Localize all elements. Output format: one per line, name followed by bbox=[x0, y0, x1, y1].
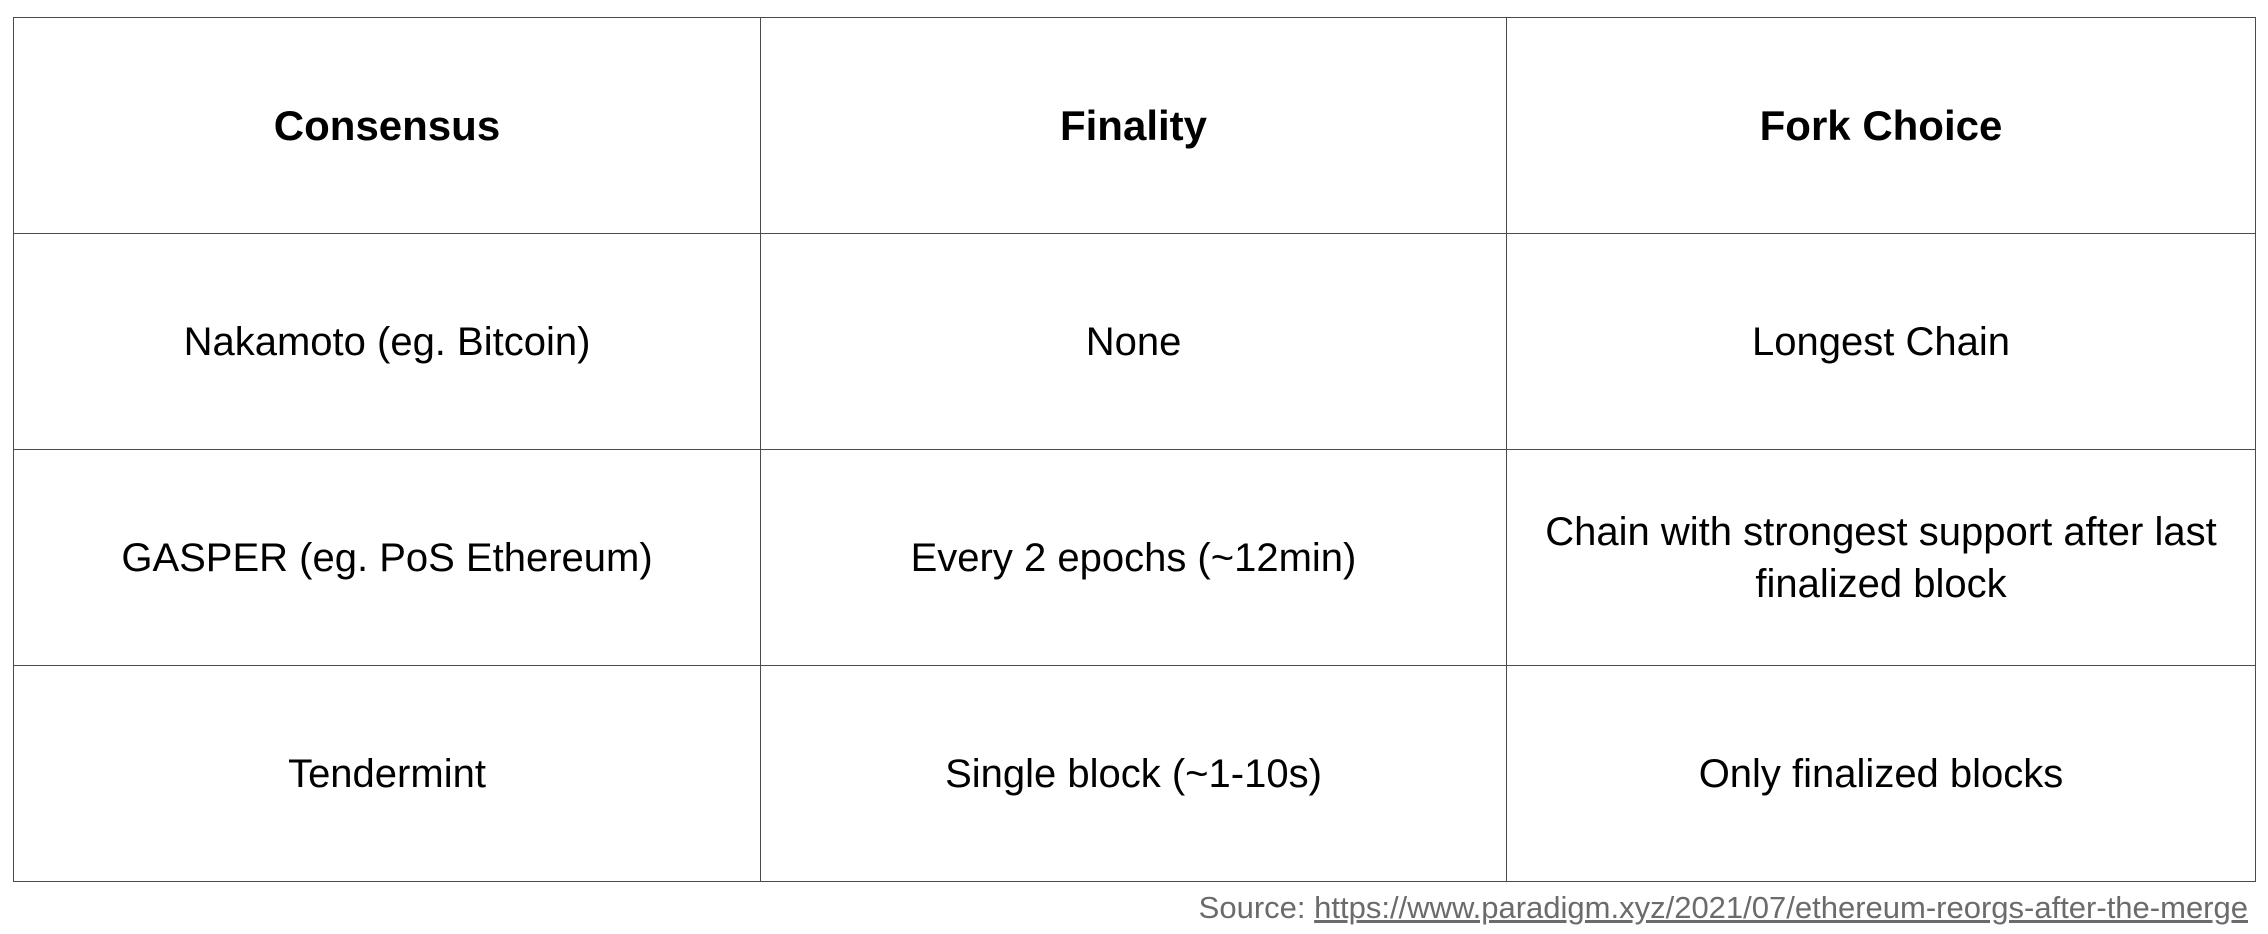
cell-consensus: GASPER (eg. PoS Ethereum) bbox=[13, 449, 761, 666]
cell-fork-choice: Only finalized blocks bbox=[1506, 665, 2256, 882]
cell-finality: Every 2 epochs (~12min) bbox=[760, 449, 1507, 666]
table-row: Tendermint Single block (~1-10s) Only fi… bbox=[13, 665, 2256, 882]
source-link[interactable]: https://www.paradigm.xyz/2021/07/ethereu… bbox=[1314, 890, 2248, 925]
source-citation: Source: https://www.paradigm.xyz/2021/07… bbox=[1199, 890, 2248, 926]
consensus-comparison-table: Consensus Finality Fork Choice Nakamoto … bbox=[13, 17, 2256, 882]
header-consensus: Consensus bbox=[13, 17, 761, 234]
table-row: GASPER (eg. PoS Ethereum) Every 2 epochs… bbox=[13, 449, 2256, 666]
cell-consensus: Tendermint bbox=[13, 665, 761, 882]
table-header-row: Consensus Finality Fork Choice bbox=[13, 17, 2256, 234]
source-prefix: Source: bbox=[1198, 890, 1315, 925]
comparison-table-container: Consensus Finality Fork Choice Nakamoto … bbox=[13, 17, 2256, 882]
cell-fork-choice: Chain with strongest support after last … bbox=[1506, 449, 2256, 666]
cell-fork-choice: Longest Chain bbox=[1506, 233, 2256, 450]
cell-consensus: Nakamoto (eg. Bitcoin) bbox=[13, 233, 761, 450]
cell-finality: None bbox=[760, 233, 1507, 450]
cell-finality: Single block (~1-10s) bbox=[760, 665, 1507, 882]
header-fork-choice: Fork Choice bbox=[1506, 17, 2256, 234]
header-finality: Finality bbox=[760, 17, 1507, 234]
table-row: Nakamoto (eg. Bitcoin) None Longest Chai… bbox=[13, 233, 2256, 450]
